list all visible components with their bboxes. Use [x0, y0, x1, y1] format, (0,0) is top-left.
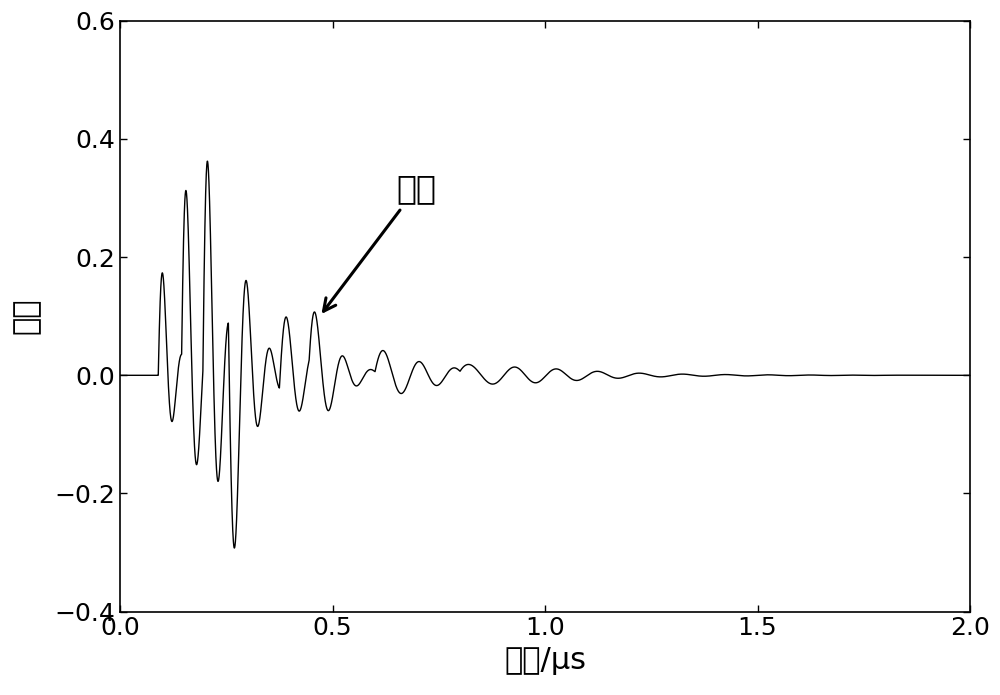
X-axis label: 时间/μs: 时间/μs	[504, 646, 586, 675]
Y-axis label: 幅度: 幅度	[11, 298, 40, 334]
Text: 多径: 多径	[323, 172, 436, 311]
